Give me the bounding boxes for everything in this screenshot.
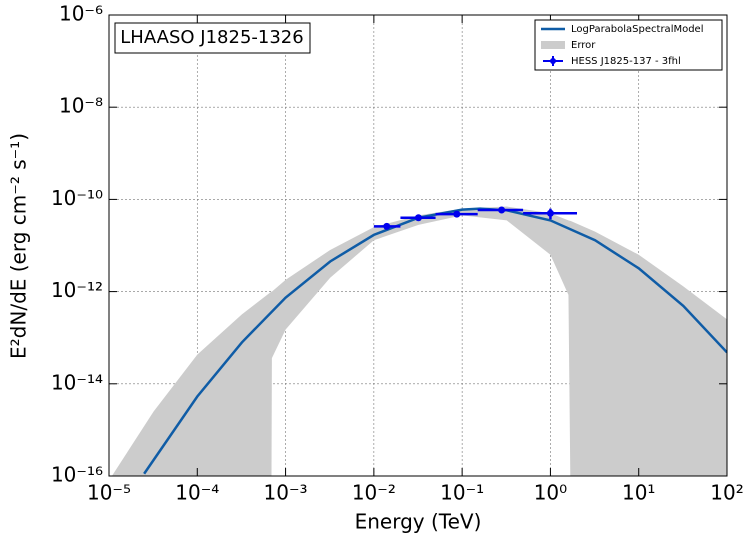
data-point xyxy=(414,214,422,222)
legend-swatch xyxy=(541,41,565,49)
plot-area xyxy=(109,15,727,476)
legend-swatch xyxy=(550,58,556,64)
x-tick-label: 10² xyxy=(710,481,743,505)
legend-box xyxy=(534,19,723,71)
x-tick-label: 10⁻⁴ xyxy=(175,481,219,505)
y-tick-label: 10⁻¹⁴ xyxy=(51,370,103,394)
data-point xyxy=(546,209,554,217)
annotation-box xyxy=(114,22,311,54)
x-tick-label: 10⁻⁵ xyxy=(87,481,131,505)
legend-label: LogParabolaSpectralModel xyxy=(571,24,704,35)
axes-frame xyxy=(108,14,728,477)
x-tick-label: 10⁻¹ xyxy=(440,481,484,505)
y-tick-label: 10⁻¹² xyxy=(51,278,103,302)
y-tick-label: 10⁻⁶ xyxy=(59,2,103,26)
y-tick-label: 10⁻¹⁰ xyxy=(51,186,103,210)
error-band xyxy=(111,206,727,476)
x-tick-label: 10¹ xyxy=(622,481,655,505)
legend-label: Error xyxy=(571,40,596,51)
data-point xyxy=(383,222,391,230)
x-axis-title: Energy (TeV) xyxy=(355,510,482,534)
data-point xyxy=(453,210,461,218)
y-tick-label: 10⁻¹⁶ xyxy=(51,463,103,487)
annotation: LHAASO J1825-1326 xyxy=(120,27,303,48)
x-tick-label: 10⁰ xyxy=(534,481,567,505)
legend-label: HESS J1825-137 - 3fhl xyxy=(571,56,681,67)
y-axis-title: E²dN/dE (erg cm⁻² s⁻¹) xyxy=(7,133,31,359)
legend: LogParabolaSpectralModel Error HESS J1825-… xyxy=(534,19,723,71)
model-line xyxy=(143,207,727,475)
x-tick-label: 10⁻² xyxy=(352,481,396,505)
data-point xyxy=(498,206,506,214)
y-tick-label: 10⁻⁸ xyxy=(59,94,103,118)
x-tick-label: 10⁻³ xyxy=(264,481,308,505)
